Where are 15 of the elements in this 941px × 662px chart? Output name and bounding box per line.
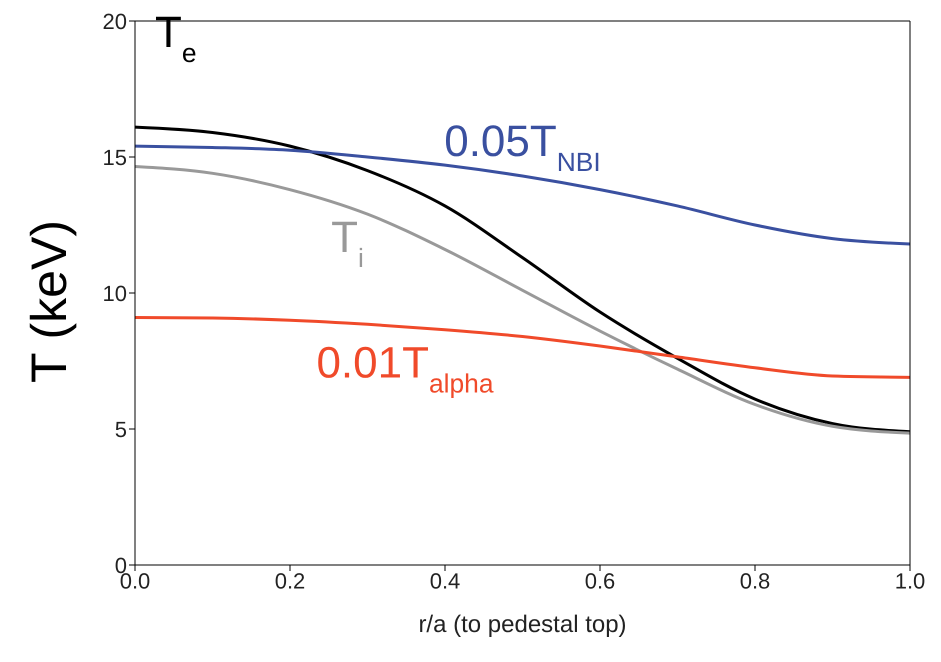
y-tick-label: 15 [102,144,127,170]
x-tick-label: 1.0 [894,568,926,594]
y-tick-label: 10 [102,280,127,306]
y-axis-title: T (keV) [20,220,77,383]
series-label: 0.01T$_{alpha}$ [316,338,494,399]
series-label: T$_{e}$ [155,8,197,68]
y-tick-label: 5 [114,416,127,442]
x-tick-label: 0.4 [430,568,460,594]
series-label: 0.05T$_{NBI}$ [444,117,601,178]
y-tick-label: 20 [102,8,127,34]
x-tick-label: 0.2 [274,568,306,594]
x-tick-label: 0.8 [740,568,770,594]
x-axis-title: r/a (to pedestal top) [418,611,627,638]
x-tick-label: 0.6 [584,568,616,594]
series-label: T$_{i}$ [331,213,364,274]
